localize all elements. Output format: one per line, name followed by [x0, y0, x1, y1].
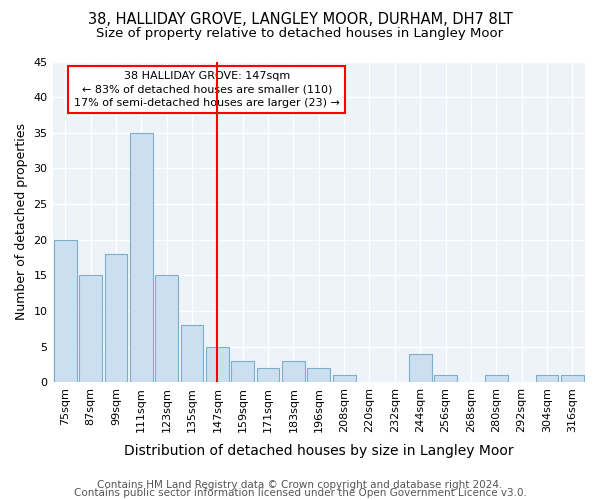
- Bar: [231, 361, 254, 382]
- Text: 38, HALLIDAY GROVE, LANGLEY MOOR, DURHAM, DH7 8LT: 38, HALLIDAY GROVE, LANGLEY MOOR, DURHAM…: [88, 12, 512, 28]
- Bar: [54, 240, 77, 382]
- Bar: [409, 354, 431, 382]
- Bar: [485, 376, 508, 382]
- Bar: [282, 361, 305, 382]
- Bar: [130, 133, 152, 382]
- Text: 38 HALLIDAY GROVE: 147sqm
← 83% of detached houses are smaller (110)
17% of semi: 38 HALLIDAY GROVE: 147sqm ← 83% of detac…: [74, 71, 340, 108]
- Bar: [79, 276, 102, 382]
- Bar: [206, 346, 229, 382]
- Text: Size of property relative to detached houses in Langley Moor: Size of property relative to detached ho…: [97, 28, 503, 40]
- Bar: [307, 368, 330, 382]
- Bar: [181, 326, 203, 382]
- Y-axis label: Number of detached properties: Number of detached properties: [15, 124, 28, 320]
- Bar: [104, 254, 127, 382]
- Text: Contains HM Land Registry data © Crown copyright and database right 2024.: Contains HM Land Registry data © Crown c…: [97, 480, 503, 490]
- Bar: [536, 376, 559, 382]
- Bar: [434, 376, 457, 382]
- Bar: [561, 376, 584, 382]
- Text: Contains public sector information licensed under the Open Government Licence v3: Contains public sector information licen…: [74, 488, 526, 498]
- Bar: [333, 376, 356, 382]
- X-axis label: Distribution of detached houses by size in Langley Moor: Distribution of detached houses by size …: [124, 444, 514, 458]
- Bar: [257, 368, 280, 382]
- Bar: [155, 276, 178, 382]
